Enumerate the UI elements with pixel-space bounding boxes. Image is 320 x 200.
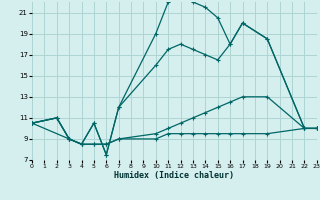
X-axis label: Humidex (Indice chaleur): Humidex (Indice chaleur) (115, 171, 234, 180)
